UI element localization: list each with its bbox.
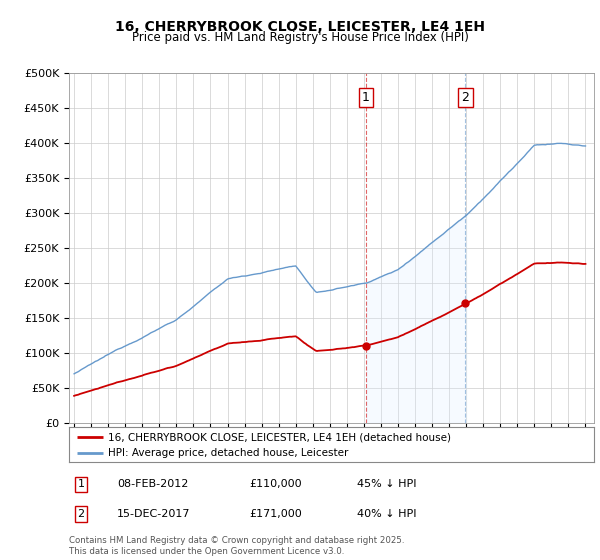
Text: 2: 2 <box>461 91 469 104</box>
Text: £171,000: £171,000 <box>249 509 302 519</box>
Text: 15-DEC-2017: 15-DEC-2017 <box>117 509 191 519</box>
Text: £110,000: £110,000 <box>249 479 302 489</box>
Text: Contains HM Land Registry data © Crown copyright and database right 2025.
This d: Contains HM Land Registry data © Crown c… <box>69 536 404 556</box>
Text: HPI: Average price, detached house, Leicester: HPI: Average price, detached house, Leic… <box>109 449 349 458</box>
Text: 1: 1 <box>77 479 85 489</box>
Text: 2: 2 <box>77 509 85 519</box>
Text: 45% ↓ HPI: 45% ↓ HPI <box>357 479 416 489</box>
Text: 16, CHERRYBROOK CLOSE, LEICESTER, LE4 1EH: 16, CHERRYBROOK CLOSE, LEICESTER, LE4 1E… <box>115 20 485 34</box>
Text: 1: 1 <box>362 91 370 104</box>
Text: 08-FEB-2012: 08-FEB-2012 <box>117 479 188 489</box>
Text: Price paid vs. HM Land Registry's House Price Index (HPI): Price paid vs. HM Land Registry's House … <box>131 31 469 44</box>
Text: 40% ↓ HPI: 40% ↓ HPI <box>357 509 416 519</box>
Text: 16, CHERRYBROOK CLOSE, LEICESTER, LE4 1EH (detached house): 16, CHERRYBROOK CLOSE, LEICESTER, LE4 1E… <box>109 432 451 442</box>
